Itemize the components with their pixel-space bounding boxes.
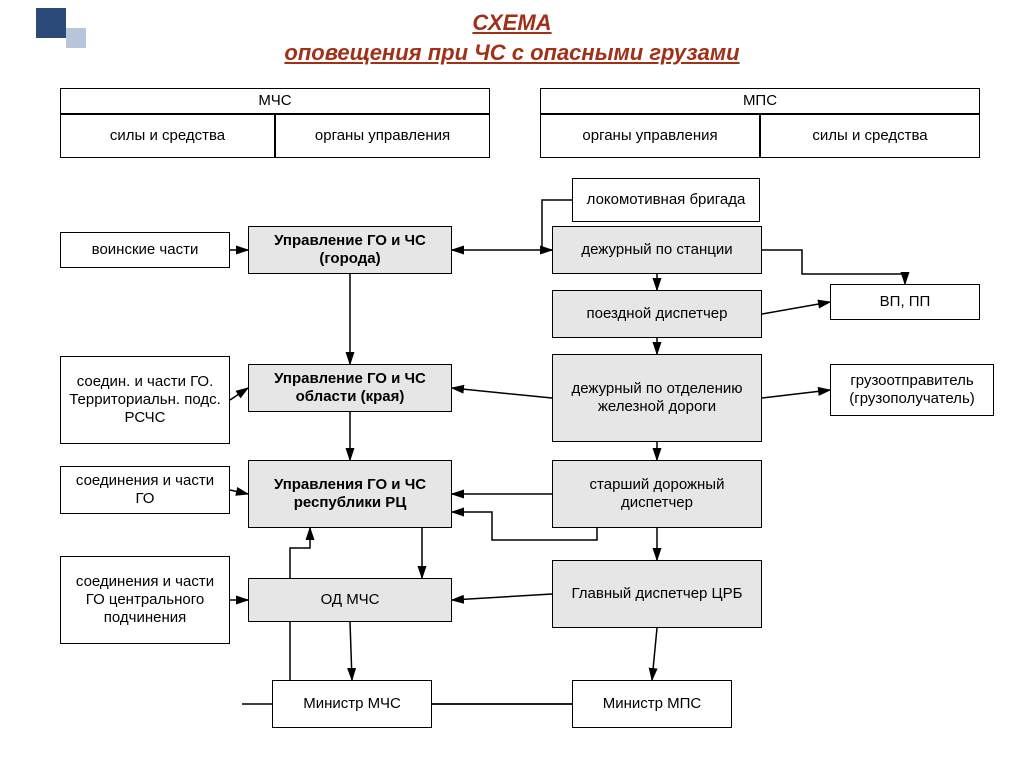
node-mchs_organs: органы управления [275,114,490,158]
node-train_disp: поездной диспетчер [552,290,762,338]
node-mps_forces: силы и средства [760,114,980,158]
node-shipper: грузоотправитель (грузополучатель) [830,364,994,416]
node-go_city: Управление ГО и ЧС (города) [248,226,452,274]
node-min_mchs: Министр МЧС [272,680,432,728]
node-min_mps: Министр МПС [572,680,732,728]
node-mps_organs: органы управления [540,114,760,158]
node-military: воинские части [60,232,230,268]
node-mchs_forces: силы и средства [60,114,275,158]
node-duty_station: дежурный по станции [552,226,762,274]
node-go_oblast: Управление ГО и ЧС области (края) [248,364,452,412]
node-loco: локомотивная бригада [572,178,760,222]
node-duty_dept: дежурный по отделению железной дороги [552,354,762,442]
title-line2: оповещения при ЧС с опасными грузами [0,40,1024,66]
diagram-stage: СХЕМА оповещения при ЧС с опасными груза… [0,0,1024,767]
node-vp_pp: ВП, ПП [830,284,980,320]
node-go_rep: Управления ГО и ЧС республики РЦ [248,460,452,528]
node-od_mchs: ОД МЧС [248,578,452,622]
title-line1: СХЕМА [0,10,1024,36]
node-conn_go: соединения и части ГО [60,466,230,514]
node-senior_disp: старший дорожный диспетчер [552,460,762,528]
node-main_disp: Главный диспетчер ЦРБ [552,560,762,628]
node-ter_go: соедин. и части ГО. Территориальн. подс.… [60,356,230,444]
node-central_go: соединения и части ГО центрального подчи… [60,556,230,644]
node-mps_head: МПС [540,88,980,114]
node-mchs_head: МЧС [60,88,490,114]
